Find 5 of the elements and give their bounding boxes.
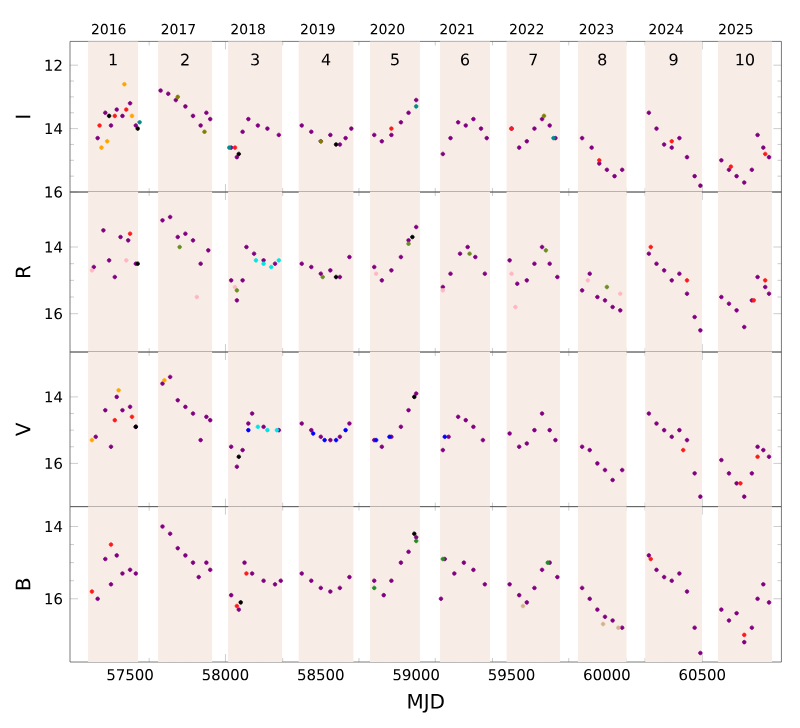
y-axis-title: B [15,578,31,590]
y-axis-title: I [15,115,31,118]
y-axis-title: R [15,265,31,277]
y-axis-title: V [15,422,31,436]
x-axis-title: MJD [408,694,444,713]
